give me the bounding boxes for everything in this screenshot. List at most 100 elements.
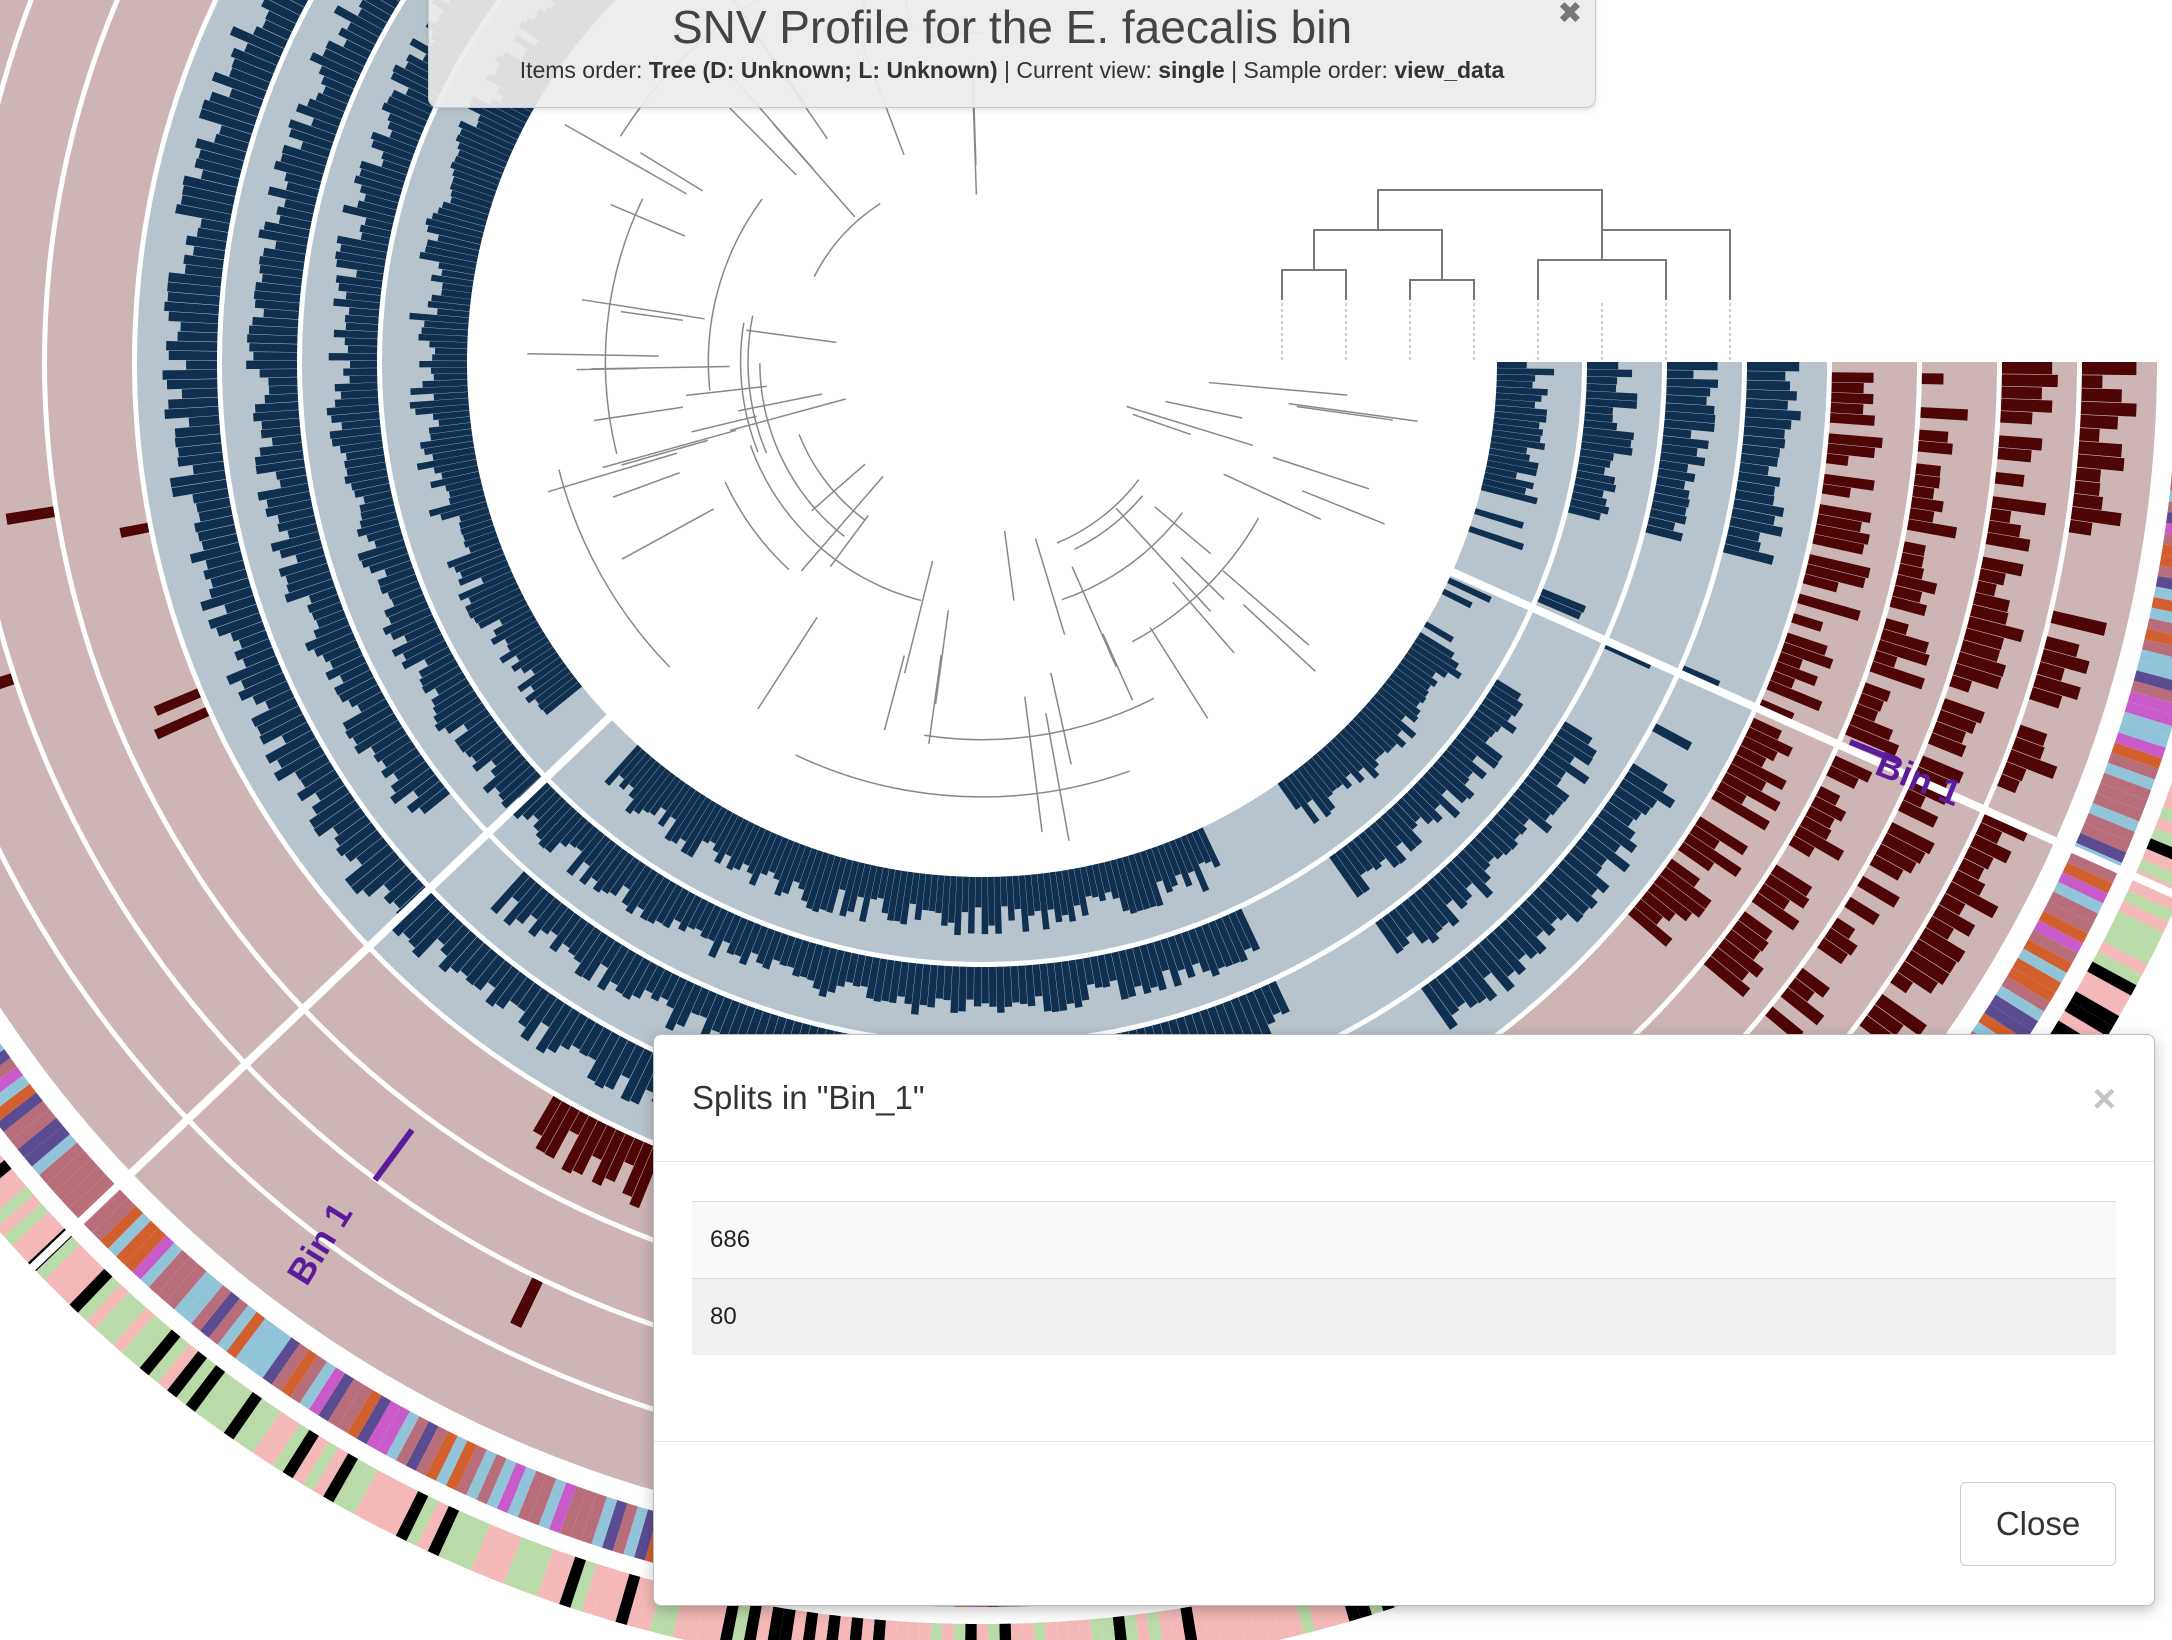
profile-bar xyxy=(836,951,852,987)
category-segment xyxy=(1180,1606,1198,1640)
profile-bar xyxy=(625,869,658,915)
category-segment xyxy=(1022,1622,1035,1640)
profile-bar xyxy=(499,604,531,626)
profile-bar xyxy=(1731,920,1769,952)
profile-bar xyxy=(409,312,469,324)
profile-bar xyxy=(1861,682,1891,702)
profile-bar xyxy=(230,47,277,74)
category-segment xyxy=(2163,795,2172,810)
profile-bar xyxy=(1477,703,1517,734)
profile-bar xyxy=(432,410,470,421)
profile-bar xyxy=(350,476,390,491)
profile-bar xyxy=(511,641,553,672)
profile-bar xyxy=(201,99,258,126)
profile-bar xyxy=(947,876,957,923)
category-segment xyxy=(1995,985,2045,1022)
category-segment xyxy=(895,1621,909,1640)
profile-bar xyxy=(1721,772,1781,812)
profile-bar xyxy=(751,925,769,955)
profile-bar xyxy=(520,993,557,1042)
profile-bar xyxy=(363,858,406,897)
modal-close-icon[interactable]: × xyxy=(2092,1077,2116,1121)
category-segment xyxy=(0,1049,11,1066)
category-segment xyxy=(861,1618,875,1640)
profile-bar xyxy=(881,959,895,1002)
category-segment xyxy=(353,1469,388,1520)
profile-bar xyxy=(331,433,383,447)
profile-bar xyxy=(839,859,853,891)
profile-bar xyxy=(1389,672,1427,704)
tree-arc xyxy=(707,198,763,391)
profile-bar xyxy=(1592,816,1638,854)
profile-bar xyxy=(1831,382,1864,394)
profile-bar xyxy=(263,308,299,320)
profile-bar xyxy=(445,702,486,735)
profile-bar xyxy=(1238,994,1263,1038)
close-icon[interactable]: ✖ xyxy=(1557,0,1583,30)
profile-bar xyxy=(329,647,363,669)
profile-bar xyxy=(320,76,354,97)
table-row[interactable]: 80 xyxy=(692,1278,2116,1355)
profile-bar xyxy=(1496,374,1536,382)
profile-bar xyxy=(465,582,520,613)
profile-bar xyxy=(1805,806,1835,829)
profile-bar xyxy=(419,251,477,269)
profile-bar xyxy=(1653,875,1706,918)
category-segment xyxy=(581,1563,608,1615)
profile-bar xyxy=(1936,709,1977,735)
profile-bar xyxy=(192,461,225,475)
profile-bar xyxy=(793,846,812,884)
profile-bar xyxy=(1911,938,1957,974)
profile-bar xyxy=(1917,440,1953,455)
profile-bar xyxy=(1794,825,1845,861)
profile-bar xyxy=(285,563,330,584)
profile-bar xyxy=(434,347,468,355)
tree-arc xyxy=(798,434,866,521)
profile-bar xyxy=(782,843,806,895)
category-segment xyxy=(2088,803,2140,832)
profile-bar xyxy=(267,186,317,206)
profile-bar xyxy=(254,299,300,312)
close-button[interactable]: Close xyxy=(1960,1482,2116,1566)
profile-bar xyxy=(605,1133,635,1183)
profile-bar xyxy=(340,244,387,260)
profile-bar xyxy=(340,389,379,399)
profile-bar xyxy=(1245,991,1272,1038)
profile-bar xyxy=(1989,508,2012,523)
profile-bar xyxy=(428,422,472,434)
table-row[interactable]: 686 xyxy=(692,1201,2116,1279)
profile-bar xyxy=(370,131,417,155)
profile-bar xyxy=(334,397,379,408)
profile-bar xyxy=(229,88,264,109)
category-segment xyxy=(366,1400,401,1450)
items-order-value: Tree (D: Unknown; L: Unknown) xyxy=(648,57,998,83)
profile-bar xyxy=(1579,448,1614,461)
category-segment xyxy=(385,1411,420,1461)
profile-bar xyxy=(261,273,303,287)
profile-bar xyxy=(1396,797,1421,823)
profile-bar xyxy=(2002,761,2027,782)
profile-bar xyxy=(423,441,475,456)
profile-bar xyxy=(1788,835,1815,858)
profile-bar xyxy=(1460,727,1503,763)
profile-bar xyxy=(1764,873,1810,909)
profile-bar xyxy=(1377,687,1419,723)
profile-bar xyxy=(1523,775,1564,809)
profile-bar xyxy=(1831,372,1874,383)
category-segment xyxy=(2006,967,2056,1003)
profile-bar xyxy=(174,433,222,448)
profile-bar xyxy=(450,190,493,209)
profile-bar xyxy=(1341,844,1367,876)
profile-bar xyxy=(1634,899,1663,925)
profile-bar xyxy=(2074,480,2101,496)
profile-bar xyxy=(432,684,474,715)
profile-bar xyxy=(943,965,953,1001)
profile-bar xyxy=(734,920,755,957)
category-segment xyxy=(1067,1620,1081,1640)
profile-bar xyxy=(263,221,310,238)
separator: | xyxy=(1004,57,1010,83)
category-segment xyxy=(17,1117,64,1158)
profile-bar xyxy=(516,887,549,925)
profile-bar xyxy=(1875,843,1917,874)
profile-bar xyxy=(973,966,982,1007)
